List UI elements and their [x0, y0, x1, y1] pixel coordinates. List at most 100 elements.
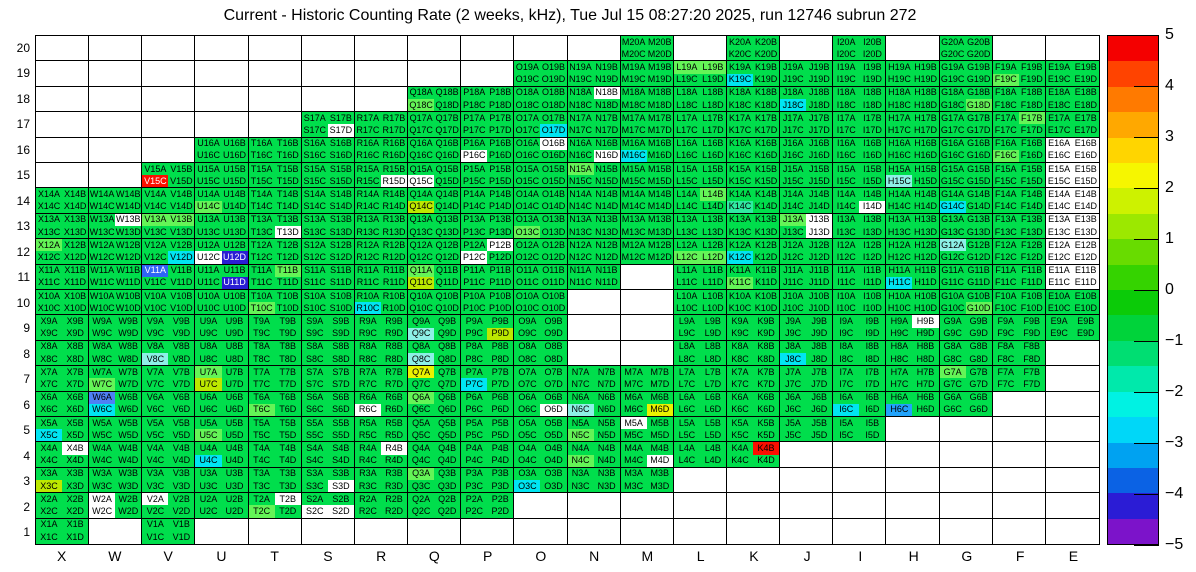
cell-label-W6C: W6C — [89, 403, 116, 416]
x-tick-label-V: V — [163, 548, 173, 564]
grid-cell-W18 — [89, 86, 143, 113]
grid-cell-R20 — [354, 36, 409, 62]
cell-label-H7B: H7B — [912, 366, 939, 379]
cell-label-W6B: W6B — [115, 391, 142, 404]
cell-label-T12B: T12B — [274, 239, 301, 252]
grid-cell-U11: U11A U11B U11C U11D — [195, 264, 249, 290]
cell-label-V6D: V6D — [168, 403, 195, 416]
cell-label-G9B: G9B — [965, 315, 992, 328]
cell-label-G11A: G11A — [939, 264, 966, 277]
cell-label-H10A: H10A — [886, 289, 913, 303]
grid-cell-S6: S6A S6B S6C S6D — [301, 391, 355, 417]
cell-label-S5B: S5B — [327, 416, 354, 430]
cell-label-N12A: N12A — [567, 239, 594, 252]
grid-cell-H19: H19A H19B H19C H19D — [886, 61, 940, 87]
grid-cell-G14: G14A G14B G14C G14D — [939, 188, 993, 214]
grid-cell-F5 — [992, 416, 1046, 443]
grid-cell-M10 — [620, 289, 674, 316]
cell-label-X10D: X10D — [62, 302, 89, 315]
cell-label-S3B: S3B — [327, 467, 354, 480]
grid-cell-M14: M14A M14B M14C M14D — [620, 188, 674, 214]
cell-label-I9C: I9C — [833, 327, 860, 340]
cell-label-O17B: O17B — [540, 112, 567, 125]
cell-label-X6D: X6D — [62, 403, 89, 416]
cell-label-R9B: R9B — [380, 315, 408, 328]
cell-label-U2D: U2D — [221, 505, 248, 518]
cell-label-S7D: S7D — [327, 378, 354, 391]
cell-label-O16C: O16C — [514, 149, 541, 162]
cell-label-L12B: L12B — [699, 239, 726, 252]
cell-label-G11D: G11D — [965, 276, 992, 289]
grid-cell-U5: U5A U5B U5C U5D — [195, 416, 249, 443]
cell-label-M7C: M7C — [620, 378, 647, 391]
grid-cell-W8: W8A W8B W8C W8D — [89, 340, 143, 367]
grid-cell-G1 — [940, 518, 993, 544]
cell-label-I8D: I8D — [859, 352, 886, 366]
cell-label-T9B: T9B — [274, 315, 301, 328]
cell-label-O16A: O16A — [514, 137, 541, 150]
cell-label-O19D: O19D — [540, 73, 567, 86]
cell-label-P10B: P10B — [487, 289, 514, 303]
x-tick-label-K: K — [749, 548, 759, 564]
cell-label-M12A: M12A — [620, 239, 647, 252]
cell-label-R15B: R15B — [380, 162, 408, 176]
grid-cell-J3 — [780, 467, 834, 494]
grid-cell-P20 — [461, 36, 515, 62]
grid-cell-Q16: Q16A Q16B Q16C Q16D — [408, 137, 462, 163]
cell-label-P12B: P12B — [487, 239, 514, 252]
cell-label-X13A: X13A — [36, 213, 63, 226]
grid-cell-T5: T5A T5B T5C T5D — [248, 416, 302, 443]
cell-label-U15C: U15C — [195, 175, 222, 188]
cell-label-W2C: W2C — [89, 505, 116, 518]
cell-label-V7A: V7A — [142, 366, 169, 379]
grid-cell-R3: R3A R3B R3C R3D — [354, 467, 409, 494]
cell-label-S9D: S9D — [327, 327, 354, 340]
cell-label-Q8C: Q8C — [408, 352, 435, 366]
cell-label-T7D: T7D — [274, 378, 301, 391]
cell-label-Q7B: Q7B — [434, 366, 461, 379]
grid-cell-I15: I15A I15B I15C I15D — [833, 162, 887, 189]
cell-label-T14C: T14C — [248, 200, 275, 213]
cell-label-I13B: I13B — [859, 213, 886, 226]
cell-label-Q17B: Q17B — [434, 112, 461, 125]
y-tick-label-16: 16 — [16, 142, 30, 157]
cell-label-W14A: W14A — [89, 188, 116, 201]
cell-label-O18B: O18B — [540, 86, 567, 99]
grid-cell-T10: T10A T10B T10C T10D — [248, 289, 302, 316]
cell-label-E13D: E13D — [1072, 225, 1099, 239]
grid-cell-S7: S7A S7B S7C S7D — [301, 366, 355, 392]
cell-label-I19D: I19D — [859, 73, 886, 86]
cell-label-M19D: M19D — [646, 73, 673, 86]
grid-cell-E17: E17A E17B E17C E17D — [1045, 112, 1099, 138]
cell-label-J15D: J15D — [806, 175, 833, 188]
colorbar-tick — [1134, 86, 1159, 87]
cell-label-R3B: R3B — [380, 467, 408, 480]
cell-label-U5A: U5A — [195, 416, 222, 430]
cell-label-H10C: H10C — [886, 302, 913, 315]
cell-label-T2C: T2C — [248, 505, 275, 518]
cell-label-U16D: U16D — [221, 149, 248, 162]
grid-cell-N2 — [567, 493, 621, 519]
grid-cell-I19: I19A I19B I19C I19D — [833, 61, 887, 87]
cell-label-M16D: M16D — [646, 149, 673, 162]
cell-label-L17B: L17B — [699, 112, 726, 125]
cell-label-H8D: H8D — [912, 352, 939, 366]
cell-label-G17C: G17C — [939, 124, 966, 137]
cell-label-V12A: V12A — [142, 239, 169, 252]
cell-label-J6B: J6B — [806, 391, 833, 404]
cell-label-K10B: K10B — [753, 289, 780, 303]
grid-cell-O7: O7A O7B O7C O7D — [514, 366, 568, 392]
grid-cell-K6: K6A K6B K6C K6D — [726, 391, 781, 417]
cell-label-U14C: U14C — [195, 200, 222, 213]
cell-label-M4B: M4B — [646, 442, 673, 455]
cell-label-E9D: E9D — [1072, 327, 1099, 340]
grid-cell-R2: R2A R2B R2C R2D — [354, 493, 409, 519]
cell-label-W12D: W12D — [115, 251, 142, 264]
grid-cell-M8 — [620, 340, 674, 367]
grid-cell-Q5: Q5A Q5B Q5C Q5D — [408, 416, 462, 443]
grid-cell-N1 — [568, 518, 621, 544]
grid-cell-X1: X1A X1B X1C X1D — [36, 518, 90, 544]
cell-label-X11C: X11C — [36, 276, 63, 289]
cell-label-R8D: R8D — [380, 352, 408, 366]
cell-label-S11D: S11D — [327, 276, 354, 289]
